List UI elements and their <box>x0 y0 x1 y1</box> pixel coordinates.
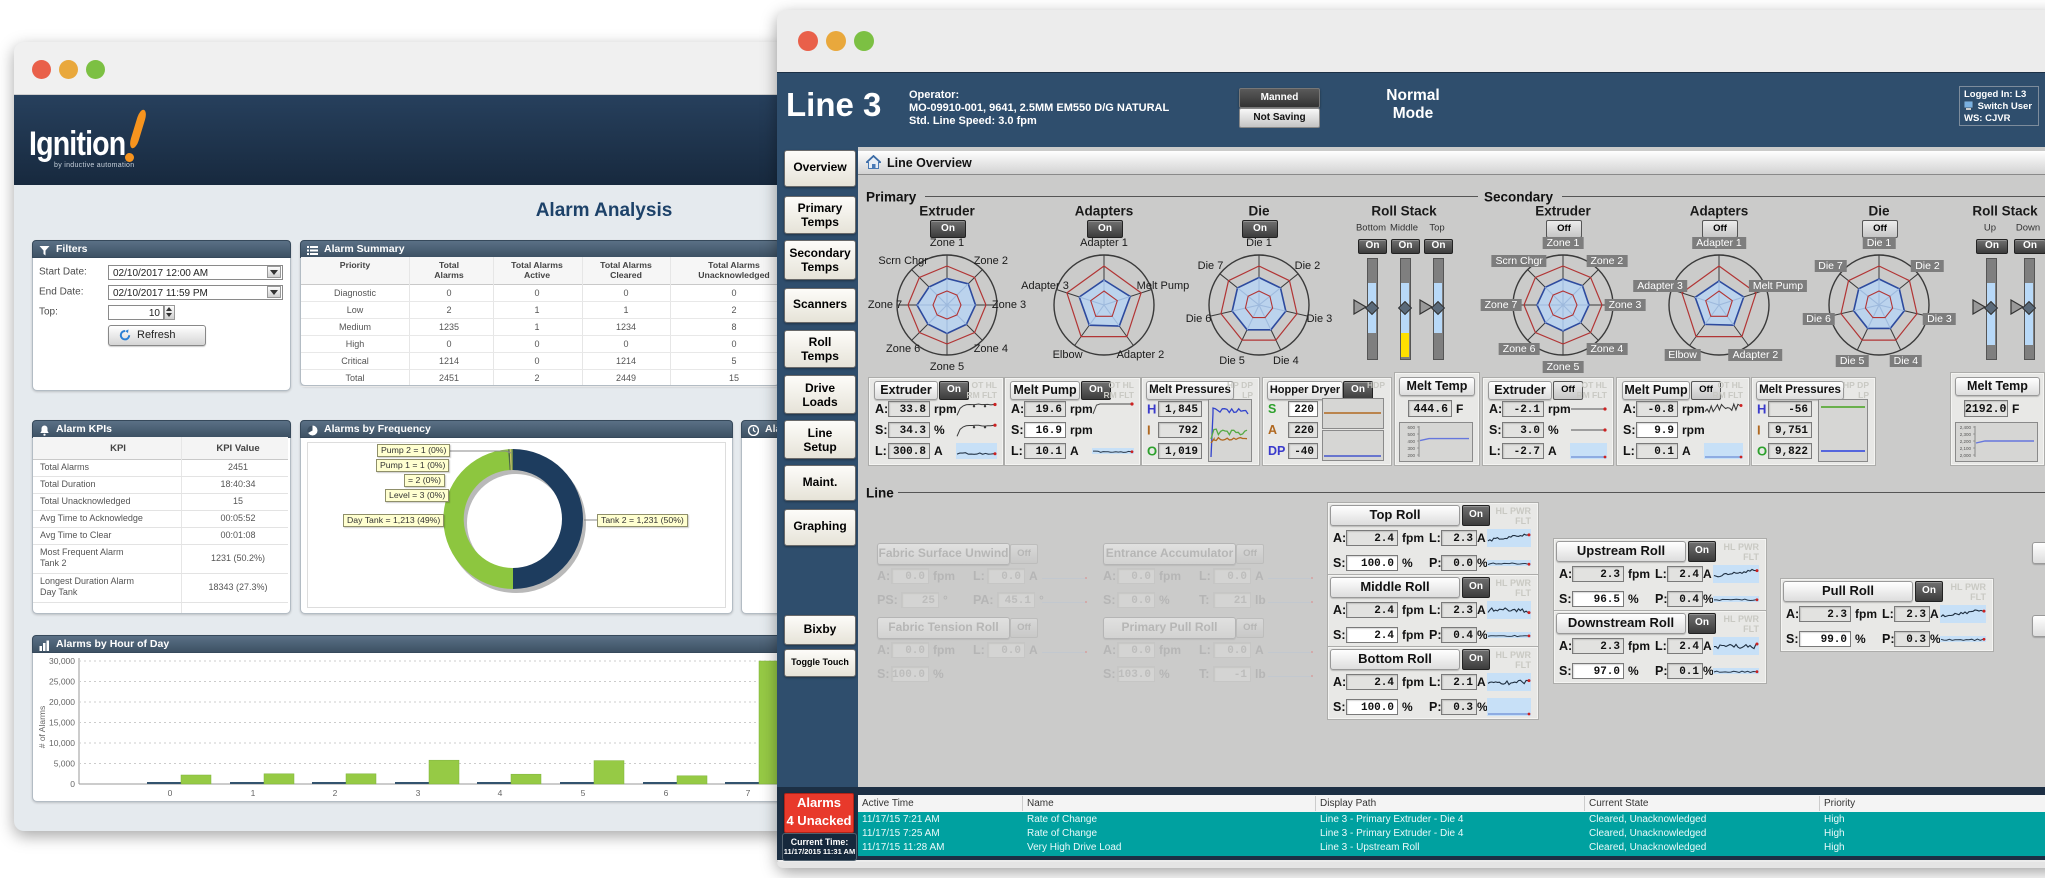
svg-text:30,000: 30,000 <box>49 656 75 666</box>
svg-text:5: 5 <box>581 788 586 798</box>
svg-text:3: 3 <box>416 788 421 798</box>
svg-text:7: 7 <box>746 788 751 798</box>
svg-text:25,000: 25,000 <box>49 677 75 687</box>
svg-text:1: 1 <box>251 788 256 798</box>
svg-text:200: 200 <box>1407 453 1415 458</box>
svg-text:400: 400 <box>1407 439 1415 444</box>
svg-text:# of Alarms: # of Alarms <box>37 706 47 749</box>
svg-text:2: 2 <box>333 788 338 798</box>
svg-text:0: 0 <box>168 788 173 798</box>
svg-text:600: 600 <box>1407 425 1415 430</box>
svg-text:500: 500 <box>1407 432 1415 437</box>
svg-text:10,000: 10,000 <box>49 738 75 748</box>
svg-text:6: 6 <box>664 788 669 798</box>
svg-text:2,200: 2,200 <box>1960 439 1972 444</box>
svg-text:4: 4 <box>498 788 503 798</box>
svg-text:15,000: 15,000 <box>49 718 75 728</box>
svg-text:300: 300 <box>1407 446 1415 451</box>
svg-text:2,100: 2,100 <box>1960 446 1972 451</box>
svg-text:0: 0 <box>70 779 75 789</box>
svg-text:2,300: 2,300 <box>1960 432 1972 437</box>
svg-text:2,400: 2,400 <box>1960 425 1972 430</box>
svg-text:2,000: 2,000 <box>1960 453 1972 458</box>
svg-text:20,000: 20,000 <box>49 697 75 707</box>
svg-text:5,000: 5,000 <box>54 759 76 769</box>
